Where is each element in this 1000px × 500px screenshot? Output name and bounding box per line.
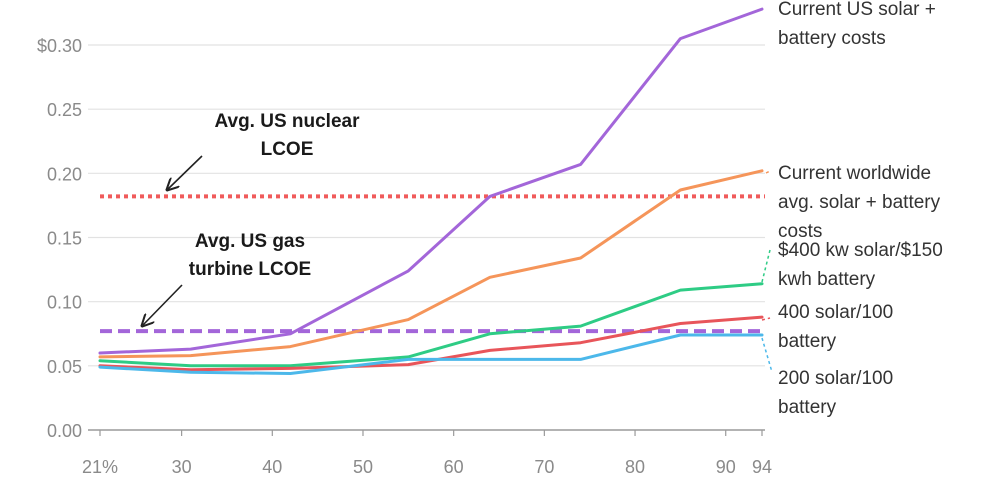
x-tick-label: 30 bbox=[172, 457, 192, 477]
series-label-400-100: 400 solar/100 bbox=[778, 302, 893, 323]
y-tick-label: 0.00 bbox=[47, 421, 82, 441]
series-label-400kw: $400 kw solar/$150 bbox=[778, 240, 943, 261]
label-leader-400kw bbox=[761, 249, 771, 283]
y-tick-label: 0.25 bbox=[47, 100, 82, 120]
x-tick-label: 50 bbox=[353, 457, 373, 477]
x-tick-label: 70 bbox=[534, 457, 554, 477]
y-axis: 0.00 0.05 0.10 0.15 0.20 0.25 $0.30 bbox=[37, 36, 82, 441]
y-tick-label: 0.05 bbox=[47, 357, 82, 377]
y-tick-label: 0.15 bbox=[47, 229, 82, 249]
series-label-200-100: 200 solar/100 bbox=[778, 368, 893, 389]
series-label-current-us: battery costs bbox=[778, 28, 886, 49]
y-tick-label: $0.30 bbox=[37, 36, 82, 56]
annotation-label-gas: Avg. US gas bbox=[195, 231, 305, 252]
annotation-label-nuclear: Avg. US nuclear bbox=[214, 111, 360, 132]
series-line-current-us bbox=[98, 7, 764, 355]
series-line-200-100 bbox=[98, 333, 764, 375]
annotation-label-gas: turbine LCOE bbox=[189, 259, 311, 280]
y-tick-label: 0.10 bbox=[47, 293, 82, 313]
annotations: Avg. US nuclear LCOE Avg. US gas turbine LC… bbox=[143, 111, 360, 325]
series-label-worldwide: costs bbox=[778, 221, 822, 242]
series-lines bbox=[98, 7, 764, 375]
series-line-400-100 bbox=[98, 315, 764, 372]
x-tick-label: 90 bbox=[716, 457, 736, 477]
x-tick-label: 21% bbox=[82, 457, 118, 477]
label-leader-400-100 bbox=[761, 317, 771, 321]
series-label-400-100: battery bbox=[778, 331, 837, 352]
label-leader-worldwide bbox=[765, 170, 771, 174]
x-tick-label: 60 bbox=[444, 457, 464, 477]
x-tick-label: 40 bbox=[262, 457, 282, 477]
reference-lines bbox=[100, 194, 765, 334]
series-line-400kw bbox=[98, 282, 764, 368]
series-label-current-us: Current US solar + bbox=[778, 0, 936, 20]
annotation-arrow-nuclear bbox=[168, 155, 203, 189]
series-labels: Current US solar + battery costs Current w… bbox=[761, 0, 943, 418]
series-label-400kw: kwh battery bbox=[778, 269, 876, 290]
annotation-arrow-gas bbox=[143, 284, 183, 325]
series-label-worldwide: avg. solar + battery bbox=[778, 192, 941, 213]
x-tick-label: 80 bbox=[625, 457, 645, 477]
annotation-label-nuclear: LCOE bbox=[261, 139, 314, 160]
y-tick-label: 0.20 bbox=[47, 164, 82, 184]
x-tick-label: 94 bbox=[752, 457, 772, 477]
series-label-200-100: battery bbox=[778, 397, 837, 418]
series-label-worldwide: Current worldwide bbox=[778, 163, 931, 184]
x-axis: 21% 30 40 50 60 70 80 90 94 bbox=[82, 430, 772, 477]
label-leader-200-100 bbox=[761, 337, 773, 373]
series-line-worldwide bbox=[98, 169, 764, 359]
